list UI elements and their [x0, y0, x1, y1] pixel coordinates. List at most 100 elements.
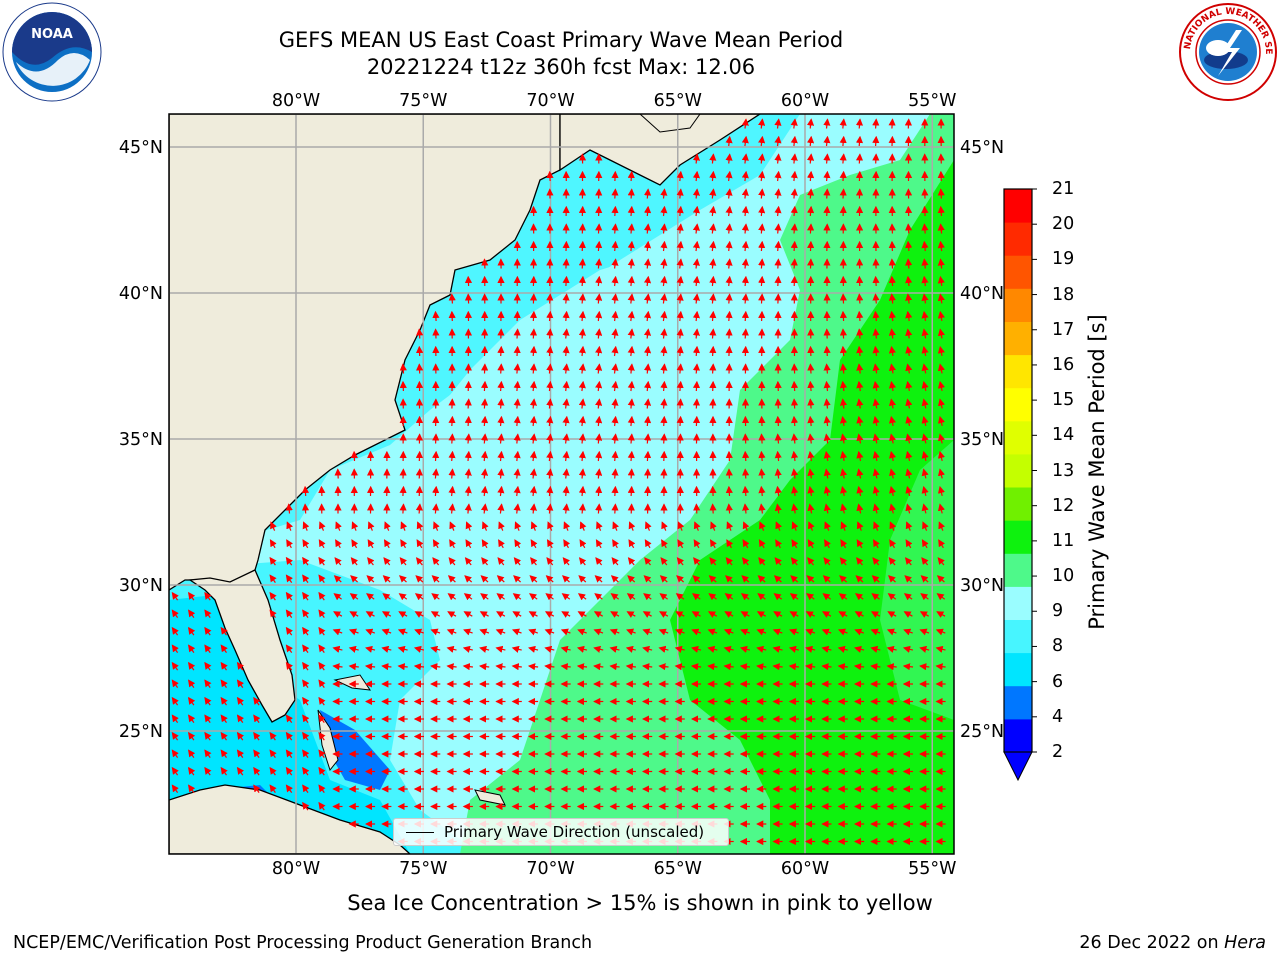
wave-direction-arrow — [692, 223, 700, 234]
wave-direction-arrow — [546, 450, 554, 462]
wave-direction-arrow — [888, 345, 896, 356]
wave-direction-arrow — [660, 205, 668, 217]
wave-direction-arrow — [562, 398, 570, 409]
wave-direction-arrow — [302, 749, 310, 758]
wave-direction-arrow — [758, 153, 766, 164]
wave-direction-arrow — [854, 645, 865, 653]
wave-direction-arrow — [464, 485, 472, 497]
wave-direction-arrow — [546, 557, 554, 566]
wave-direction-arrow — [364, 663, 376, 671]
wave-direction-arrow — [693, 521, 701, 531]
wave-direction-arrow — [840, 450, 848, 462]
lat-tick-label-left: 30°N — [119, 576, 163, 596]
wave-direction-arrow — [921, 363, 929, 374]
land-nova-scotia — [559, 114, 762, 186]
wave-direction-arrow — [677, 539, 685, 549]
wave-direction-arrow — [366, 593, 375, 601]
wave-direction-arrow — [740, 628, 750, 636]
wave-direction-arrow — [397, 663, 408, 671]
wave-direction-arrow — [529, 398, 538, 409]
wave-direction-arrow — [854, 628, 865, 636]
wave-direction-arrow — [870, 611, 881, 618]
lon-tick-label-bottom: 65°W — [654, 859, 702, 879]
footer-date: 26 Dec 2022 on Hera — [1079, 933, 1266, 953]
wave-direction-arrow — [644, 539, 652, 549]
wave-direction-arrow — [904, 575, 913, 583]
wave-direction-arrow — [578, 557, 587, 566]
wave-direction-arrow — [823, 153, 831, 164]
wave-direction-arrow — [578, 293, 586, 304]
wave-direction-arrow — [187, 661, 196, 671]
wave-direction-arrow — [774, 258, 782, 269]
wave-direction-arrow — [302, 784, 310, 793]
wave-direction-arrow — [887, 611, 897, 618]
wave-direction-arrow — [757, 575, 766, 583]
map-legend: Primary Wave Direction (unscaled) — [393, 818, 729, 846]
wave-direction-arrow — [480, 503, 489, 514]
wave-direction-arrow — [365, 611, 375, 618]
wave-direction-arrow — [318, 609, 326, 618]
wave-direction-arrow — [888, 380, 897, 392]
wave-direction-arrow — [855, 153, 864, 164]
wave-direction-arrow — [204, 591, 212, 601]
wave-direction-arrow — [302, 731, 310, 741]
wave-direction-arrow — [921, 468, 929, 479]
wave-direction-arrow — [872, 118, 880, 129]
wave-direction-arrow — [902, 663, 914, 671]
wave-direction-arrow — [790, 118, 798, 129]
wave-direction-arrow — [220, 749, 228, 758]
wave-direction-arrow — [416, 521, 424, 531]
wave-direction-arrow — [546, 503, 554, 514]
wave-direction-arrow — [921, 293, 929, 304]
wave-direction-arrow — [709, 310, 717, 322]
wave-direction-arrow — [856, 398, 864, 409]
footer-machine: Hera — [1224, 933, 1266, 953]
wave-direction-arrow — [709, 557, 717, 566]
wave-direction-arrow — [627, 468, 635, 479]
land-cuba — [169, 784, 411, 854]
wave-direction-arrow — [660, 293, 668, 304]
wave-direction-arrow — [888, 415, 897, 427]
wave-direction-arrow — [513, 468, 521, 479]
wave-direction-arrow — [512, 593, 522, 601]
wave-direction-arrow — [627, 293, 635, 304]
lat-tick-label-right: 30°N — [960, 576, 1004, 596]
wave-direction-arrow — [676, 363, 684, 374]
wave-direction-arrow — [905, 539, 913, 549]
wave-direction-arrow — [805, 628, 816, 636]
colorbar-segment — [1004, 288, 1032, 322]
wave-direction-arrow — [318, 731, 326, 741]
wave-direction-arrow — [612, 521, 620, 531]
wave-direction-arrow — [464, 415, 472, 427]
wave-direction-arrow — [872, 363, 880, 374]
colorbar-segment — [1004, 189, 1032, 223]
wave-direction-arrow — [446, 663, 457, 671]
wave-direction-arrow — [464, 450, 472, 462]
wave-direction-arrow — [936, 611, 946, 618]
wave-direction-arrow — [269, 591, 277, 601]
wave-direction-arrow — [905, 363, 913, 374]
wave-direction-arrow — [676, 188, 684, 199]
wave-direction-arrow — [937, 345, 945, 357]
wave-direction-arrow — [383, 539, 391, 549]
wave-direction-arrow — [872, 328, 880, 339]
wave-direction-arrow — [546, 380, 554, 392]
wave-direction-arrow — [269, 731, 277, 741]
wave-direction-arrow — [236, 714, 245, 723]
wave-direction-arrow — [563, 539, 571, 549]
wave-direction-arrow — [253, 784, 261, 793]
wave-direction-arrow — [823, 398, 831, 409]
wave-direction-arrow — [790, 240, 798, 252]
wave-direction-arrow — [628, 521, 636, 531]
lat-tick-label-left: 40°N — [119, 284, 163, 304]
wave-direction-arrow — [593, 645, 604, 653]
wave-direction-arrow — [790, 433, 799, 444]
wave-direction-arrow — [725, 153, 733, 164]
wave-direction-arrow — [318, 661, 326, 671]
wave-direction-arrow — [872, 485, 880, 497]
wave-direction-arrow — [676, 205, 684, 217]
wave-direction-arrow — [840, 485, 848, 497]
wave-direction-arrow — [610, 593, 620, 601]
wave-direction-arrow — [935, 645, 946, 653]
wave-direction-arrow — [561, 611, 571, 618]
